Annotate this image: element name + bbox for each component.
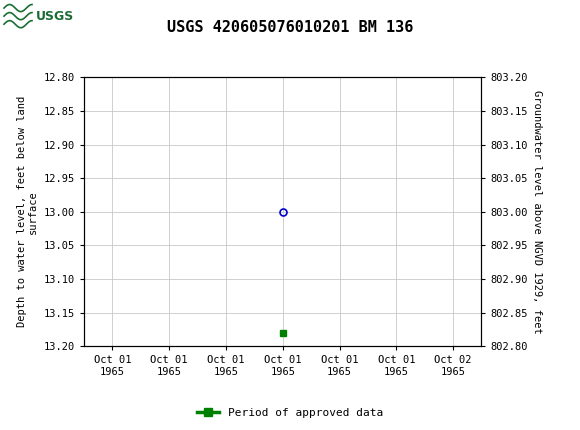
Text: USGS 420605076010201 BM 136: USGS 420605076010201 BM 136 bbox=[167, 21, 413, 35]
Bar bbox=[2, 2, 70, 30]
Y-axis label: Depth to water level, feet below land
surface: Depth to water level, feet below land su… bbox=[17, 96, 38, 327]
Legend: Period of approved data: Period of approved data bbox=[193, 403, 387, 422]
Y-axis label: Groundwater level above NGVD 1929, feet: Groundwater level above NGVD 1929, feet bbox=[532, 90, 542, 334]
Text: USGS: USGS bbox=[36, 9, 74, 23]
